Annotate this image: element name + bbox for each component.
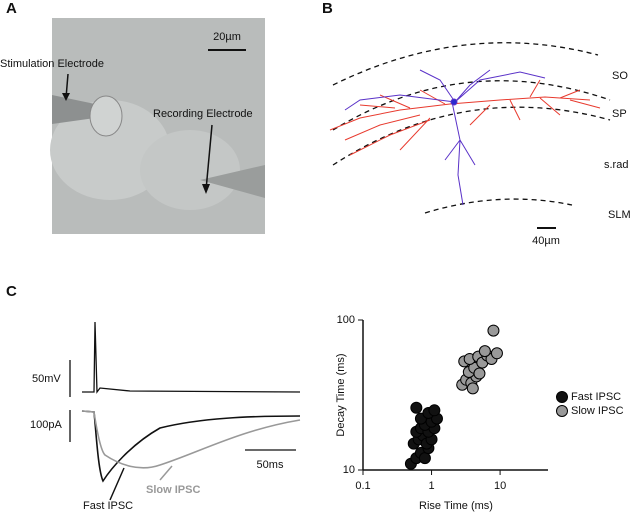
scale-label: 40µm: [532, 235, 560, 247]
x-tick-label: 0.1: [355, 480, 370, 492]
panel-label: C: [6, 283, 17, 300]
point: [428, 404, 441, 417]
voltage-trace: [82, 321, 301, 394]
scale-label: 50mV: [32, 373, 61, 385]
border: [332, 80, 611, 131]
trace-label: Slow IPSC: [146, 484, 200, 496]
border: [424, 198, 573, 214]
legend-label: Fast IPSC: [571, 391, 621, 403]
point: [478, 345, 491, 358]
soma: [450, 98, 458, 106]
y-tick-label: 100: [337, 314, 355, 326]
scatter-chart: Decay Time (ms) Rise Time (ms) 0.1 1 10 10 1…: [335, 314, 624, 512]
trace-label: Fast IPSC: [83, 500, 133, 512]
layer-label: SLM: [608, 209, 631, 221]
point: [418, 452, 431, 465]
arrow-head: [62, 93, 70, 101]
x-axis-label: Rise Time (ms): [419, 500, 493, 512]
slow-trace: [81, 410, 301, 469]
legend-marker: [556, 391, 568, 403]
electrode: [200, 165, 265, 198]
y-axis-label: Decay Time (ms): [335, 353, 347, 436]
point: [487, 324, 500, 337]
arrow-head: [202, 184, 210, 194]
point: [410, 401, 423, 414]
border: [332, 42, 599, 86]
arrow: [205, 124, 213, 191]
tissue: [140, 130, 240, 210]
scale-label: 20µm: [213, 31, 241, 43]
tissue: [50, 100, 170, 200]
point: [473, 367, 486, 380]
interneuron: [344, 69, 546, 206]
point: [490, 347, 503, 360]
dendrites: [329, 79, 601, 156]
annotation: Recording Electrode: [153, 108, 253, 120]
scale-label: 100pA: [30, 419, 62, 431]
panel-label: B: [322, 0, 333, 17]
x-tick-label: 10: [494, 480, 506, 492]
point: [466, 382, 479, 395]
layer-label: SP: [612, 108, 627, 120]
layer-label: s.rad: [604, 159, 628, 171]
layer-label: SO: [612, 70, 628, 82]
dendrite: [329, 79, 601, 156]
cell: [89, 95, 123, 137]
arrow: [109, 467, 125, 501]
arrow: [159, 465, 173, 481]
legend-label: Slow IPSC: [571, 405, 624, 417]
layer-borders: [332, 42, 611, 214]
electrode: [52, 95, 95, 124]
legend-marker: [556, 405, 568, 417]
scale-label: 50ms: [257, 459, 284, 471]
neurite: [344, 69, 546, 206]
panel-label: A: [6, 0, 17, 17]
border: [332, 106, 611, 166]
y-tick-label: 10: [343, 464, 355, 476]
annotation: Stimulation Electrode: [0, 58, 104, 70]
x-tick-label: 1: [428, 480, 434, 492]
fast-trace: [81, 410, 301, 483]
